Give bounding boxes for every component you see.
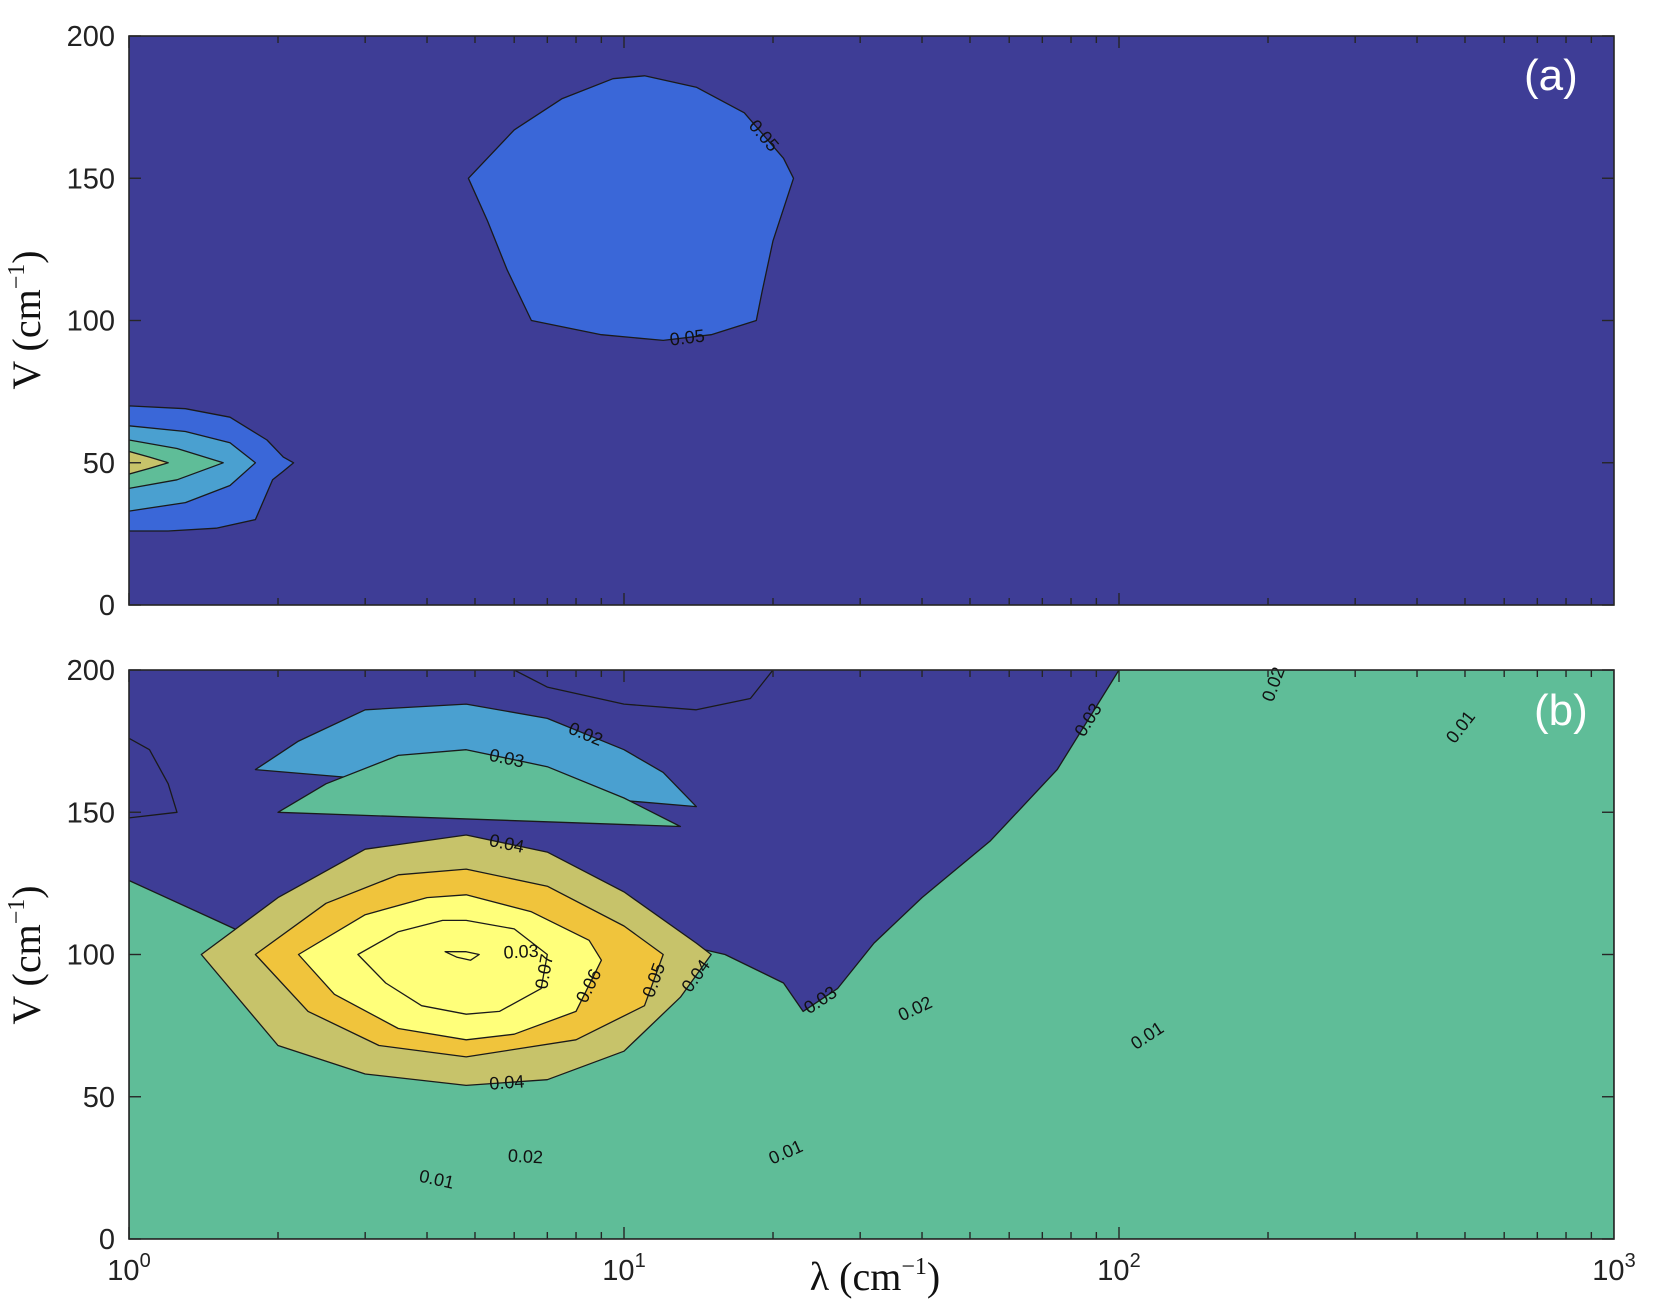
panel-a-ticks: 0 50 100 150 200: [67, 21, 1614, 622]
panel-a-background: [129, 36, 1614, 605]
panel-a-label: (a): [1524, 51, 1578, 100]
contour-island: [277, 749, 682, 828]
contour-level-0-04: [129, 450, 169, 475]
contour-level-0-07: [357, 919, 548, 1015]
y-tick-label: 50: [83, 448, 115, 480]
contour-island: [129, 737, 178, 819]
contour-label: 0.05: [669, 326, 706, 350]
contour-level-0-03: [129, 439, 224, 490]
x-tick-label: 101: [602, 1250, 645, 1287]
y-tick-label: 0: [99, 1224, 115, 1256]
contour-level-0-08: [444, 951, 480, 961]
y-tick-label: 50: [83, 1082, 115, 1114]
panel-b: 0.010.010.010.010.020.020.020.030.030.03…: [4, 655, 1636, 1299]
contour-label: 0.02: [507, 1146, 543, 1168]
contour-island: [513, 670, 774, 711]
y-tick-label: 200: [67, 655, 115, 687]
y-tick-label: 0: [99, 590, 115, 622]
panel-b-ylabel: V (cm−1): [4, 885, 49, 1024]
y-tick-label: 100: [67, 306, 115, 338]
panel-b-label: (b): [1534, 686, 1588, 735]
panel-a-ylabel: V (cm−1): [4, 250, 49, 389]
x-tick-label: 103: [1592, 1250, 1635, 1287]
panel-a-contours: [129, 75, 795, 532]
y-tick-label: 100: [67, 940, 115, 972]
y-tick-label: 200: [67, 21, 115, 53]
y-tick-label: 150: [67, 163, 115, 195]
x-tick-label: 102: [1097, 1250, 1140, 1287]
panel-b-ticks: 0 50 100 150 200 100 101 102 103: [67, 655, 1636, 1287]
contour-level-0-05: [467, 75, 795, 342]
panel-b-contours: [129, 670, 1614, 1239]
x-tick-label: 100: [107, 1250, 150, 1287]
y-tick-label: 150: [67, 797, 115, 829]
contour-label: 0.04: [489, 1071, 525, 1093]
contour-label: 0.03: [503, 941, 539, 963]
panel-b-xlabel: λ (cm−1): [810, 1254, 940, 1299]
